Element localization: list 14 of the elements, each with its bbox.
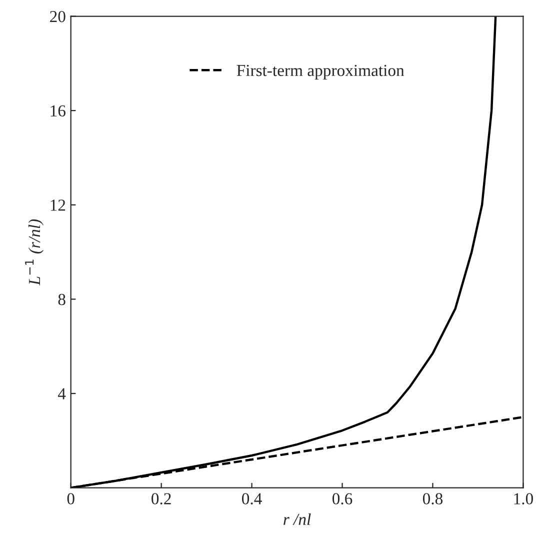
y-axis-title: L$^{−1}$ (r/nl) — [25, 219, 44, 286]
y-tick-label: 4 — [58, 388, 66, 400]
x-tick-label: 0.6 — [332, 493, 352, 504]
y-tick-label: 8 — [58, 294, 66, 306]
y-tick-label: 12 — [50, 200, 66, 211]
y-tick-label: 16 — [50, 105, 66, 117]
x-tick-label: 0.4 — [242, 493, 262, 504]
x-tick-label: 1.0 — [514, 493, 533, 504]
x-tick-label: 0 — [67, 493, 74, 504]
y-tick-label: 20 — [50, 10, 66, 22]
x-axis-title: r /nl — [284, 513, 311, 526]
legend-label: First-term approximation — [236, 64, 404, 80]
x-tick-label: 0.8 — [422, 493, 443, 504]
x-tick-label: 0.2 — [152, 493, 171, 504]
